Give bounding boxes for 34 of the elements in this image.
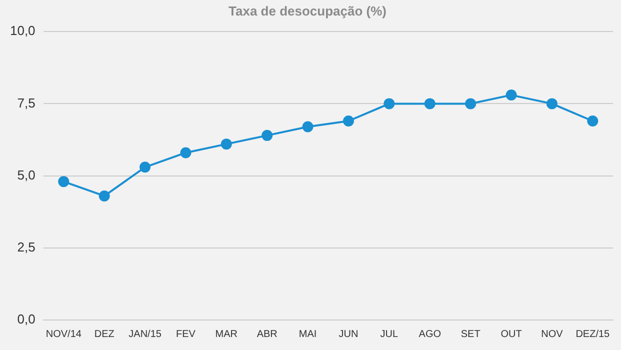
point bbox=[384, 98, 395, 110]
point bbox=[262, 130, 273, 141]
y-tick-label: 5,0 bbox=[17, 167, 36, 182]
x-tick-label: NOV/14 bbox=[46, 328, 82, 340]
x-tick-label: NOV bbox=[541, 328, 564, 340]
x-tick-label: SET bbox=[460, 328, 480, 340]
x-tick-label: JUL bbox=[380, 328, 399, 340]
chart-title: Taxa de desocupação (%) bbox=[228, 3, 386, 18]
x-tick-label: JUN bbox=[338, 328, 358, 340]
point bbox=[302, 121, 314, 132]
x-tick-label: DEZ bbox=[94, 328, 114, 340]
point bbox=[506, 90, 517, 101]
x-tick-label: MAR bbox=[215, 328, 238, 340]
x-tick-label: FEV bbox=[176, 328, 196, 340]
y-tick-label: 10,0 bbox=[10, 23, 36, 38]
point bbox=[58, 176, 70, 188]
point bbox=[465, 98, 476, 110]
point bbox=[546, 98, 558, 110]
point bbox=[180, 147, 192, 158]
y-tick-label: 7,5 bbox=[17, 95, 36, 110]
x-tick-label: DEZ/15 bbox=[576, 328, 610, 340]
point bbox=[342, 116, 354, 127]
x-tick-label: AGO bbox=[418, 328, 442, 340]
x-tick-label: ABR bbox=[256, 328, 278, 340]
point bbox=[220, 138, 232, 150]
y-tick-label: 0,0 bbox=[17, 312, 36, 327]
point bbox=[98, 190, 110, 202]
point bbox=[140, 162, 151, 173]
point bbox=[587, 116, 598, 127]
x-tick-label: MAI bbox=[298, 328, 317, 340]
x-tick-label: JAN/15 bbox=[128, 328, 162, 340]
y-tick-label: 2,5 bbox=[17, 239, 36, 254]
x-tick-label: OUT bbox=[500, 328, 522, 340]
point bbox=[424, 98, 436, 110]
